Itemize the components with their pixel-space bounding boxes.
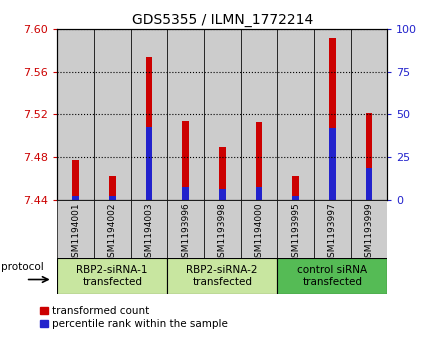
Bar	[167, 258, 277, 294]
Bar	[204, 200, 241, 260]
Bar	[72, 196, 79, 200]
Bar	[94, 200, 131, 260]
Text: GSM1193998: GSM1193998	[218, 203, 227, 264]
Text: GSM1194002: GSM1194002	[108, 203, 117, 263]
Bar	[329, 37, 336, 200]
Bar	[219, 147, 226, 200]
Bar	[109, 176, 116, 200]
Text: GSM1194003: GSM1194003	[144, 203, 154, 263]
Text: protocol: protocol	[1, 262, 44, 272]
Bar	[57, 29, 94, 200]
Bar	[292, 176, 299, 200]
Title: GDS5355 / ILMN_1772214: GDS5355 / ILMN_1772214	[132, 13, 313, 26]
Bar	[109, 196, 116, 200]
Bar	[314, 29, 351, 200]
Bar	[167, 29, 204, 200]
Text: GSM1193997: GSM1193997	[328, 203, 337, 264]
Text: GSM1193996: GSM1193996	[181, 203, 190, 264]
Text: RBP2-siRNA-1
transfected: RBP2-siRNA-1 transfected	[77, 265, 148, 287]
Bar	[241, 29, 277, 200]
Bar	[146, 127, 152, 200]
Text: GSM1193995: GSM1193995	[291, 203, 300, 264]
Text: GSM1194001: GSM1194001	[71, 203, 80, 263]
Bar	[351, 29, 387, 200]
Bar	[351, 200, 387, 260]
Bar	[314, 200, 351, 260]
Text: GSM1193999: GSM1193999	[364, 203, 374, 264]
Bar	[219, 189, 226, 200]
Bar	[256, 122, 262, 200]
Bar	[241, 200, 277, 260]
Bar	[366, 168, 372, 200]
Bar	[57, 258, 167, 294]
Bar	[277, 200, 314, 260]
Text: control siRNA
transfected: control siRNA transfected	[297, 265, 367, 287]
Bar	[72, 160, 79, 200]
Bar	[167, 200, 204, 260]
Bar	[277, 29, 314, 200]
Bar	[366, 113, 372, 200]
Bar	[94, 29, 131, 200]
Bar	[182, 121, 189, 200]
Bar	[277, 258, 387, 294]
Text: RBP2-siRNA-2
transfected: RBP2-siRNA-2 transfected	[187, 265, 258, 287]
Bar	[204, 29, 241, 200]
Bar	[292, 196, 299, 200]
Bar	[329, 128, 336, 200]
Bar	[182, 187, 189, 200]
Text: GSM1194000: GSM1194000	[254, 203, 264, 263]
Bar	[131, 200, 167, 260]
Bar	[256, 187, 262, 200]
Bar	[131, 29, 167, 200]
Bar	[57, 200, 94, 260]
Legend: transformed count, percentile rank within the sample: transformed count, percentile rank withi…	[40, 306, 228, 329]
Bar	[146, 57, 152, 200]
